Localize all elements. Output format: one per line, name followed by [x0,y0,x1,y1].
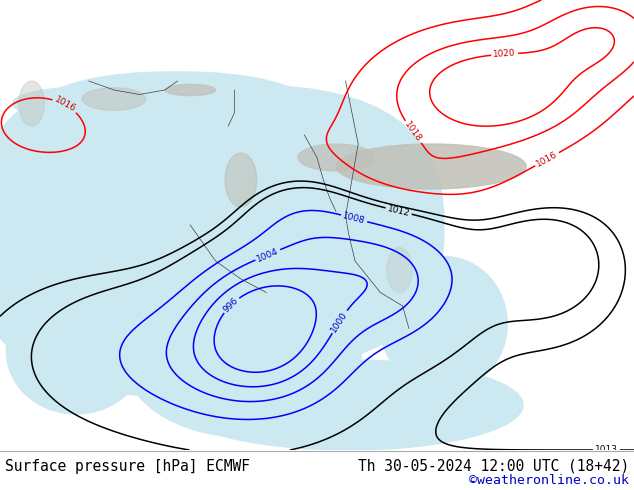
Ellipse shape [387,247,412,293]
Ellipse shape [380,256,507,392]
Ellipse shape [82,88,146,110]
Ellipse shape [219,83,238,124]
Ellipse shape [13,88,139,119]
Ellipse shape [124,73,181,89]
FancyBboxPatch shape [25,85,444,369]
Ellipse shape [336,144,526,189]
Text: 1012: 1012 [387,204,411,218]
Text: 996: 996 [222,295,240,314]
Ellipse shape [6,288,146,414]
Text: Surface pressure [hPa] ECMWF: Surface pressure [hPa] ECMWF [5,459,250,473]
Text: ©weatheronline.co.uk: ©weatheronline.co.uk [469,474,629,487]
Ellipse shape [174,360,523,450]
Text: 1008: 1008 [342,211,366,225]
Ellipse shape [165,84,216,96]
Ellipse shape [298,144,374,171]
Text: 1016: 1016 [535,150,559,169]
Text: 1000: 1000 [330,310,349,334]
Ellipse shape [19,81,44,126]
Text: 1013: 1013 [595,445,618,455]
Text: 1004: 1004 [256,246,280,264]
Text: 1016: 1016 [53,96,77,114]
Text: Th 30-05-2024 12:00 UTC (18+42): Th 30-05-2024 12:00 UTC (18+42) [358,459,629,473]
Text: 1020: 1020 [493,49,516,59]
Text: 1018: 1018 [403,120,424,144]
FancyBboxPatch shape [0,72,374,396]
Ellipse shape [225,153,257,207]
Ellipse shape [120,266,361,437]
